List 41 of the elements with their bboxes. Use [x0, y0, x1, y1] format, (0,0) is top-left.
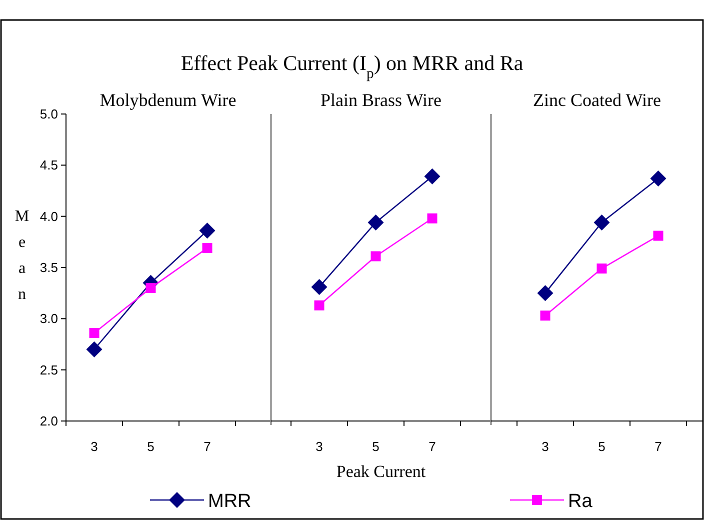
- x-tick-label: 5: [598, 439, 606, 454]
- point: [424, 168, 440, 184]
- legend-label: Ra: [568, 491, 593, 512]
- x-tick-label: 3: [542, 439, 549, 454]
- chart-subtitle: Molybdenum Wire: [100, 90, 236, 110]
- y-tick-label: 2.0: [40, 414, 58, 428]
- chart-subtitle: Zinc Coated Wire: [533, 90, 661, 110]
- y-tick-label: 3.0: [40, 311, 58, 326]
- point: [311, 278, 328, 295]
- point: [537, 285, 554, 302]
- y-tick-label: 4.5: [40, 158, 58, 173]
- x-tick-label: 7: [654, 439, 662, 454]
- point: [650, 170, 666, 186]
- x-tick-label: 7: [204, 439, 211, 454]
- x-tick-label: 7: [428, 439, 436, 454]
- point: [540, 310, 550, 321]
- point: [86, 341, 102, 358]
- x-axis-title: Peak Current: [336, 462, 426, 481]
- point: [146, 282, 156, 293]
- point: [427, 213, 438, 224]
- y-tick-label: 3.5: [40, 260, 58, 275]
- point: [199, 222, 216, 239]
- x-tick-label: 3: [316, 439, 323, 454]
- legend-label: MRR: [208, 491, 252, 512]
- x-tick-label: 3: [90, 439, 98, 454]
- point: [594, 214, 610, 230]
- y-tick-label: 4.0: [40, 208, 58, 224]
- chart-subtitle: Plain Brass Wire: [320, 90, 442, 110]
- y-axis-title: Mean: [14, 208, 30, 303]
- point: [370, 251, 381, 262]
- y-tick-label: 2.5: [40, 362, 58, 378]
- point: [89, 328, 100, 338]
- x-tick-label: 5: [372, 439, 380, 454]
- point: [314, 300, 324, 310]
- point: [653, 230, 664, 241]
- point: [368, 214, 384, 230]
- x-tick-label: 5: [147, 439, 154, 454]
- point: [596, 264, 607, 274]
- text: Effect Peak Current (I$_{p}$) on MRR and Ra: [180, 51, 524, 82]
- point: [202, 243, 212, 254]
- y-tick-label: 5.0: [40, 106, 58, 122]
